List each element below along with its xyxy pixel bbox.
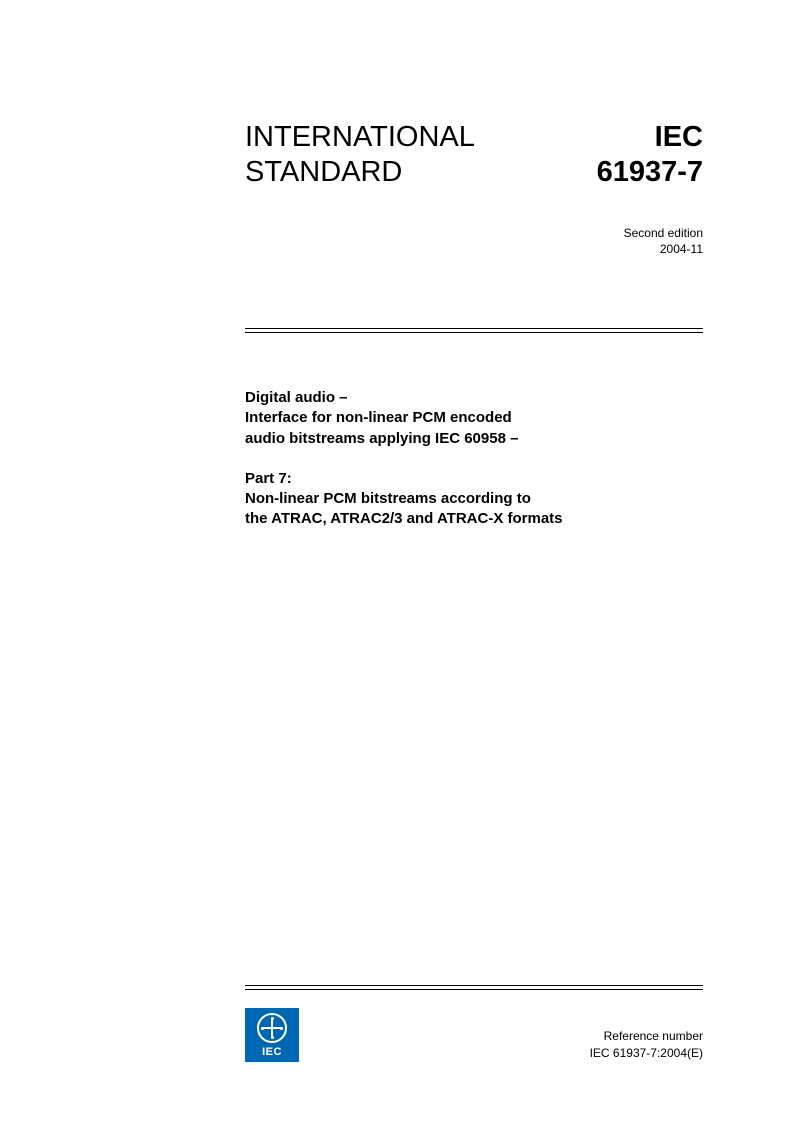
reference-label: Reference number: [590, 1028, 703, 1045]
bottom-section: IEC Reference number IEC 61937-7:2004(E): [245, 985, 703, 1062]
header-row: INTERNATIONAL STANDARD IEC 61937-7: [245, 120, 703, 190]
title-block-2: Part 7: Non-linear PCM bitstreams accord…: [245, 469, 703, 530]
edition-line2: 2004-11: [245, 241, 703, 258]
divider-line: [245, 328, 703, 329]
divider-line: [245, 989, 703, 990]
header-right-line2: 61937-7: [597, 155, 703, 190]
header-left-line2: STANDARD: [245, 155, 475, 190]
reference-number: IEC 61937-7:2004(E): [590, 1045, 703, 1062]
title-line: Digital audio –: [245, 388, 703, 408]
logo-cross-icon: [263, 1019, 281, 1037]
bottom-divider-block: [245, 985, 703, 990]
edition-info: Second edition 2004-11: [245, 225, 703, 259]
title-line: Interface for non-linear PCM encoded: [245, 408, 703, 428]
top-divider-block: [245, 328, 703, 333]
bottom-row: IEC Reference number IEC 61937-7:2004(E): [245, 1008, 703, 1062]
header-right: IEC 61937-7: [597, 120, 703, 190]
logo-circle-icon: [257, 1013, 287, 1043]
title-line: Non-linear PCM bitstreams according to: [245, 489, 703, 509]
divider-line: [245, 985, 703, 986]
header-right-line1: IEC: [597, 120, 703, 155]
reference-info: Reference number IEC 61937-7:2004(E): [590, 1028, 703, 1062]
iec-logo: IEC: [245, 1008, 299, 1062]
document-page: INTERNATIONAL STANDARD IEC 61937-7 Secon…: [0, 0, 793, 1122]
header-left: INTERNATIONAL STANDARD: [245, 120, 475, 190]
logo-text: IEC: [262, 1046, 282, 1058]
title-line: audio bitstreams applying IEC 60958 –: [245, 429, 703, 449]
edition-line1: Second edition: [245, 225, 703, 242]
title-block-1: Digital audio – Interface for non-linear…: [245, 388, 703, 449]
title-line: the ATRAC, ATRAC2/3 and ATRAC-X formats: [245, 509, 703, 529]
header-left-line1: INTERNATIONAL: [245, 120, 475, 155]
title-line: Part 7:: [245, 469, 703, 489]
divider-line: [245, 332, 703, 333]
